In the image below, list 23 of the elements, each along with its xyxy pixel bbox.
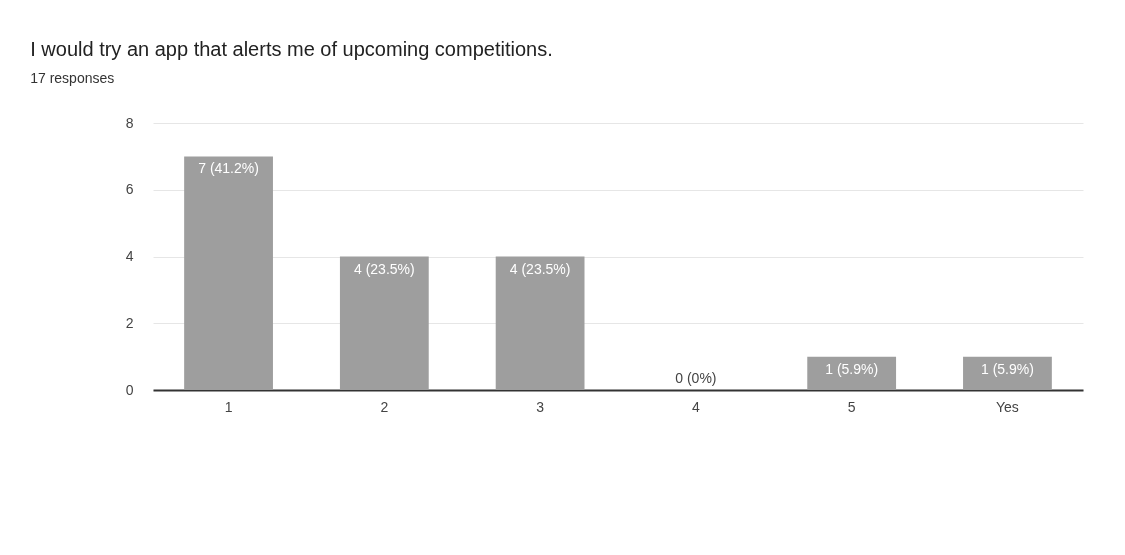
bar [184,156,273,390]
x-tick-label: 4 [691,398,700,415]
x-tick-label: 5 [847,398,856,415]
chart-subtitle: 17 responses [30,70,115,86]
x-tick-label: 1 [224,398,233,415]
y-tick-label: 4 [125,248,134,264]
y-tick-label: 2 [125,314,134,331]
x-tick-label: 3 [536,398,545,415]
y-tick-label: 0 [125,381,134,398]
x-tick-label: Yes [996,398,1019,415]
bar [963,356,1052,390]
bar [339,256,429,390]
data-label: 0 (0%) [675,370,717,386]
data-label: 4 (23.5%) [509,260,571,277]
y-tick-label: 6 [125,181,134,198]
data-label: 4 (23.5%) [353,260,415,277]
chart-title: I would try an app that alerts me of upcoming competitions. [30,38,553,60]
data-label: 1 (5.9%) [980,360,1034,377]
x-tick-label: 2 [380,398,389,415]
data-label: 7 (41.2%) [198,160,259,177]
data-label: 1 (5.9%) [825,360,879,377]
y-tick-label: 8 [125,114,134,131]
bar [495,256,585,390]
